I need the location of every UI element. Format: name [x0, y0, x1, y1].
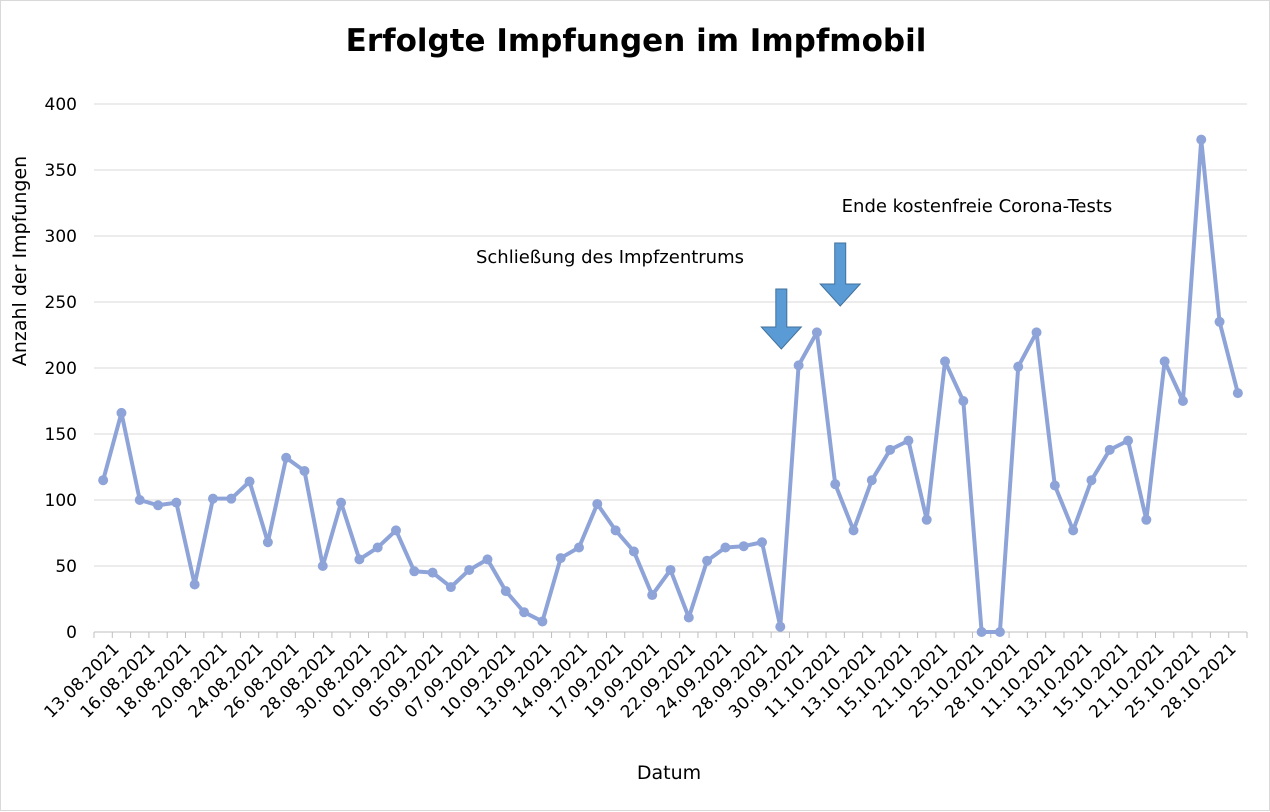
data-point — [1196, 134, 1207, 145]
gridlines — [94, 103, 1247, 633]
data-point — [665, 564, 676, 575]
data-point — [720, 542, 731, 553]
annotation-arrow — [819, 242, 862, 307]
data-point — [1123, 435, 1134, 446]
data-point — [354, 554, 365, 565]
data-point — [628, 546, 639, 557]
data-point — [1086, 475, 1097, 486]
data-point — [775, 621, 786, 632]
data-point — [98, 475, 109, 486]
data-point — [702, 555, 713, 566]
data-point — [1232, 388, 1243, 399]
data-point — [409, 566, 420, 577]
y-axis-ticks: 0 50 100 150 200 250 300 350 400 — [45, 95, 77, 643]
data-point — [153, 500, 164, 511]
y-tick-label: 300 — [45, 227, 77, 247]
data-point — [189, 579, 200, 590]
y-tick-label: 0 — [66, 623, 77, 643]
y-axis-title: Anzahl der Impfungen — [9, 156, 31, 366]
y-tick-label: 250 — [45, 293, 77, 313]
data-point — [519, 607, 530, 618]
data-point — [390, 525, 401, 536]
annotation-arrow — [760, 288, 803, 350]
data-point — [903, 435, 914, 446]
data-point — [1159, 356, 1170, 367]
data-point — [1013, 361, 1024, 372]
data-point — [445, 582, 456, 593]
annotations: Schließung des Impfzentrums Ende kostenfr… — [476, 196, 1113, 350]
y-tick-label: 50 — [55, 557, 77, 577]
data-point — [647, 590, 658, 601]
data-point — [757, 537, 768, 548]
data-point — [207, 493, 218, 504]
annotation-label: Schließung des Impfzentrums — [476, 247, 744, 268]
y-tick-label: 150 — [45, 425, 77, 445]
data-point — [958, 396, 969, 406]
data-point — [336, 497, 347, 508]
data-point — [830, 479, 841, 490]
data-point — [1104, 444, 1115, 455]
y-tick-label: 100 — [45, 491, 77, 511]
data-point — [683, 612, 694, 623]
data-point — [537, 616, 548, 627]
data-point — [281, 452, 292, 463]
data-point — [811, 327, 822, 338]
y-tick-label: 350 — [45, 161, 77, 181]
chart-title: Erfolgte Impfungen im Impfmobil — [346, 23, 927, 59]
x-axis: 13.08.202116.08.202118.08.202120.08.2021… — [41, 632, 1248, 722]
data-point — [885, 444, 896, 455]
data-point — [1141, 514, 1152, 525]
data-point — [299, 465, 310, 476]
data-point — [573, 542, 584, 553]
data-point — [921, 514, 932, 525]
y-tick-label: 200 — [45, 359, 77, 379]
data-point — [134, 495, 145, 505]
data-point — [244, 476, 255, 487]
data-point — [1177, 396, 1188, 406]
data-point — [262, 537, 273, 548]
data-point — [171, 497, 182, 508]
series — [98, 134, 1243, 637]
annotation-label: Ende kostenfreie Corona-Tests — [842, 196, 1113, 217]
data-point — [592, 498, 603, 509]
data-point — [226, 493, 237, 504]
data-point — [1068, 525, 1079, 536]
data-point — [866, 475, 877, 486]
data-point — [793, 360, 804, 371]
y-tick-label: 400 — [45, 95, 77, 115]
x-axis-title: Datum — [637, 762, 701, 784]
data-point — [976, 627, 987, 637]
data-point — [738, 541, 749, 552]
data-point — [500, 586, 511, 597]
data-point — [555, 553, 566, 564]
data-point — [427, 567, 438, 578]
data-point — [464, 564, 475, 575]
data-point — [1214, 316, 1225, 327]
data-point — [317, 561, 328, 571]
data-point — [116, 407, 127, 418]
data-point — [994, 627, 1005, 637]
data-point — [940, 356, 951, 367]
data-point — [1049, 480, 1060, 491]
data-point — [848, 525, 859, 536]
data-point — [610, 525, 621, 536]
data-point — [1031, 327, 1042, 338]
data-point — [372, 542, 383, 553]
data-point — [482, 554, 493, 565]
